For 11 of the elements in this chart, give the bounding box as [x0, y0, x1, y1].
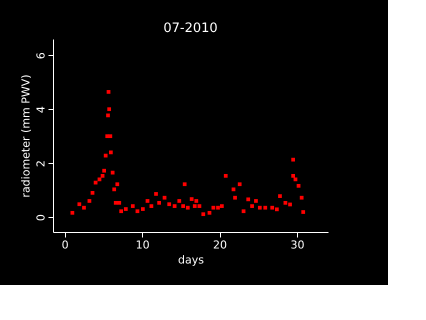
y-tick-label: 6 [34, 52, 48, 60]
x-tick-label: 0 [62, 238, 69, 252]
chart-title: 07-2010 [163, 21, 218, 36]
x-tick-label: 30 [290, 238, 305, 252]
y-tick-label: 4 [34, 106, 48, 114]
y-tick-label: 2 [34, 160, 48, 168]
x-tick-label: 10 [136, 238, 150, 252]
y-tick-label: 0 [34, 214, 48, 222]
x-axis-title: days [178, 254, 204, 266]
y-axis-title: radiometer (mm PWV) [20, 74, 32, 198]
x-tick-label: 20 [213, 238, 228, 252]
